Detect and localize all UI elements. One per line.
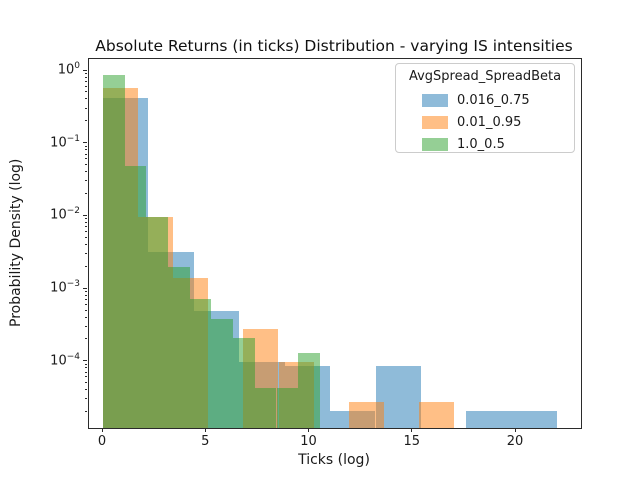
y-tick bbox=[83, 360, 87, 362]
x-axis-label: Ticks (log) bbox=[298, 452, 370, 468]
x-tick-label: 20 bbox=[506, 434, 524, 449]
y-minor-tick bbox=[84, 120, 87, 122]
legend-swatch-orange bbox=[422, 115, 448, 129]
hist-bar-0.01_0.95 bbox=[418, 402, 454, 428]
y-minor-tick bbox=[84, 153, 87, 155]
y-minor-tick bbox=[84, 76, 87, 78]
y-minor-tick bbox=[84, 265, 87, 267]
legend-label: 1.0_0.5 bbox=[457, 136, 505, 152]
y-minor-tick bbox=[84, 221, 87, 223]
y-tick bbox=[83, 142, 87, 144]
y-minor-tick bbox=[84, 371, 87, 373]
hist-bar-1.0_0.5 bbox=[254, 387, 277, 428]
y-minor-tick bbox=[84, 226, 87, 228]
y-minor-tick bbox=[84, 180, 87, 182]
y-tick-label: 10−3 bbox=[50, 279, 80, 296]
legend-item: 0.016_0.75 bbox=[396, 89, 574, 111]
y-minor-tick bbox=[84, 325, 87, 327]
legend-label: 0.016_0.75 bbox=[457, 92, 530, 108]
x-tick bbox=[308, 428, 309, 432]
y-minor-tick bbox=[84, 98, 87, 100]
x-tick-label: 15 bbox=[403, 434, 421, 449]
y-minor-tick bbox=[84, 309, 87, 311]
y-minor-tick bbox=[84, 85, 87, 87]
hist-bar-1.0_0.5 bbox=[298, 352, 320, 428]
y-minor-tick bbox=[84, 290, 87, 292]
y-minor-tick bbox=[84, 145, 87, 147]
y-minor-tick bbox=[84, 367, 87, 369]
legend-label: 0.01_0.95 bbox=[457, 114, 522, 130]
y-tick bbox=[83, 214, 87, 216]
legend-item: 1.0_0.5 bbox=[396, 133, 574, 155]
y-axis-label: Probability Density (log) bbox=[8, 158, 24, 327]
legend: AvgSpread_SpreadBeta 0.016_0.75 0.01_0.9… bbox=[395, 63, 575, 153]
x-tick bbox=[204, 428, 206, 432]
y-minor-tick bbox=[84, 389, 87, 391]
legend-swatch-green bbox=[422, 137, 448, 151]
y-minor-tick bbox=[84, 294, 87, 296]
x-tick-label: 5 bbox=[201, 434, 210, 449]
y-minor-tick bbox=[84, 218, 87, 220]
hist-bar-1.0_0.5 bbox=[189, 299, 212, 428]
y-minor-tick bbox=[84, 107, 87, 109]
hist-bar-1.0_0.5 bbox=[233, 338, 255, 428]
y-minor-tick bbox=[84, 149, 87, 151]
y-minor-tick bbox=[84, 376, 87, 378]
hist-bar-1.0_0.5 bbox=[168, 267, 190, 428]
y-tick bbox=[83, 287, 87, 289]
x-tick bbox=[514, 428, 516, 432]
y-tick-label: 100 bbox=[57, 61, 80, 78]
hist-bar-0.01_0.95 bbox=[348, 402, 384, 428]
x-tick-label: 10 bbox=[300, 434, 317, 449]
legend-title: AvgSpread_SpreadBeta bbox=[408, 69, 562, 84]
y-minor-tick bbox=[84, 252, 87, 254]
legend-item: 0.01_0.95 bbox=[396, 111, 574, 133]
y-tick bbox=[83, 69, 87, 71]
hist-bar-1.0_0.5 bbox=[124, 166, 147, 428]
y-minor-tick bbox=[84, 382, 87, 384]
y-minor-tick bbox=[84, 236, 87, 238]
y-minor-tick bbox=[84, 338, 87, 340]
y-minor-tick bbox=[84, 231, 87, 232]
hist-bar-1.0_0.5 bbox=[103, 75, 125, 428]
y-minor-tick bbox=[84, 164, 87, 166]
x-tick-label: 0 bbox=[97, 434, 107, 449]
y-tick-label: 10−1 bbox=[50, 133, 80, 151]
y-minor-tick bbox=[84, 303, 87, 305]
y-minor-tick bbox=[84, 158, 87, 160]
hist-bar-1.0_0.5 bbox=[211, 318, 234, 428]
hist-bar-0.016_0.75 bbox=[511, 411, 558, 428]
legend-swatch-blue bbox=[422, 93, 448, 107]
y-tick-label: 10−2 bbox=[50, 206, 80, 223]
x-tick bbox=[101, 428, 103, 432]
y-minor-tick bbox=[84, 298, 87, 300]
y-minor-tick bbox=[84, 193, 87, 194]
hist-bar-1.0_0.5 bbox=[146, 216, 169, 428]
y-minor-tick bbox=[84, 411, 87, 413]
y-tick-label: 10−4 bbox=[50, 351, 80, 369]
y-minor-tick bbox=[84, 91, 87, 93]
y-minor-tick bbox=[84, 80, 87, 82]
y-minor-tick bbox=[84, 171, 87, 173]
chart-title: Absolute Returns (in ticks) Distribution… bbox=[95, 37, 573, 55]
y-minor-tick bbox=[84, 72, 87, 74]
hist-bar-1.0_0.5 bbox=[276, 387, 299, 428]
y-minor-tick bbox=[84, 243, 87, 245]
y-minor-tick bbox=[84, 398, 87, 400]
hist-bar-0.016_0.75 bbox=[466, 411, 512, 428]
y-minor-tick bbox=[84, 316, 87, 318]
y-minor-tick bbox=[84, 363, 87, 365]
x-tick bbox=[411, 428, 413, 432]
